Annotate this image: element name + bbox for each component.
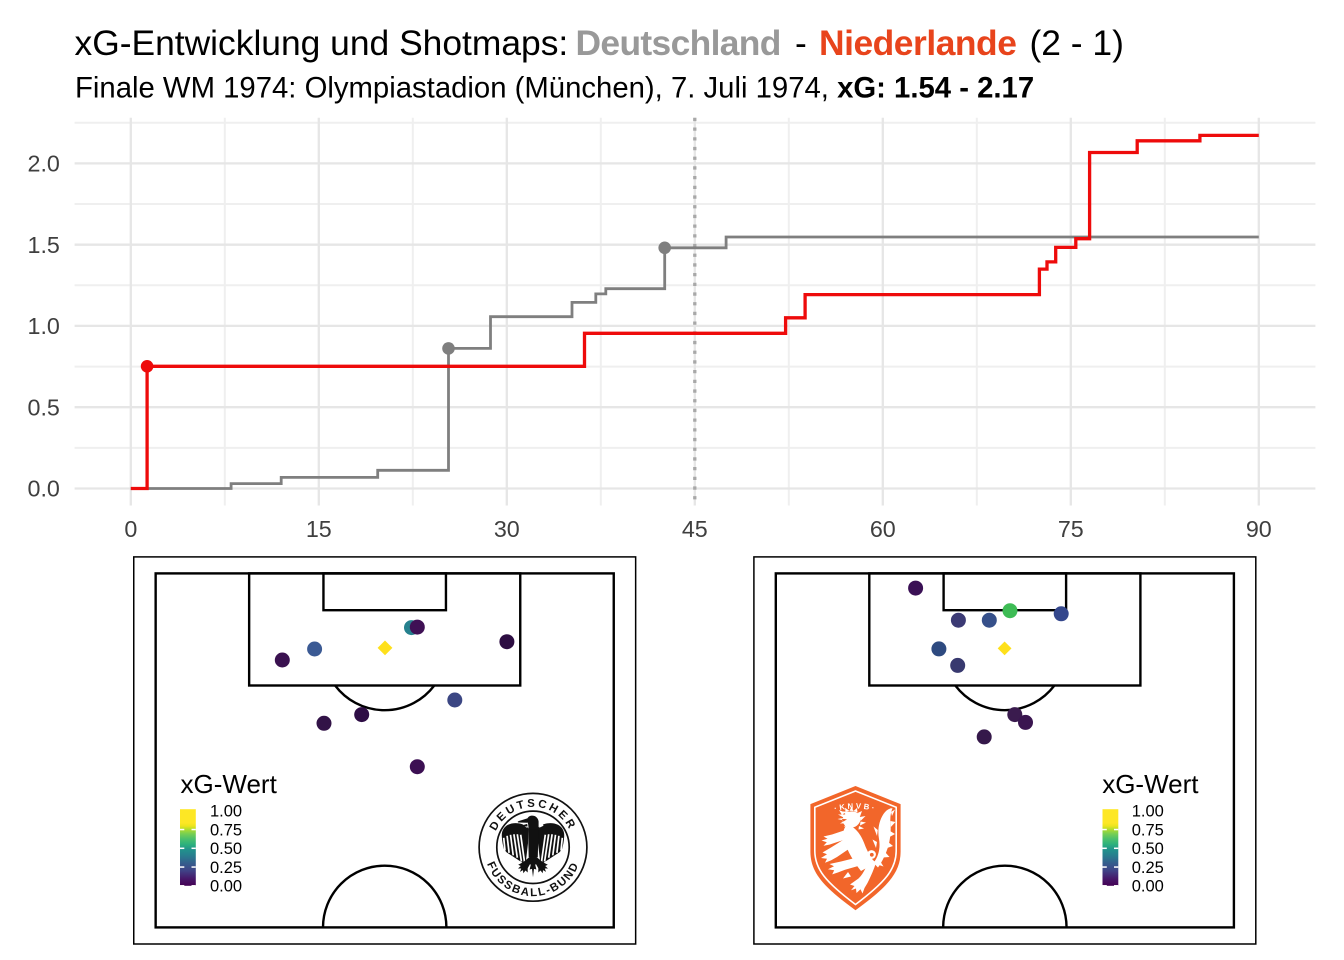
svg-text:Niederlande: Niederlande <box>819 23 1016 63</box>
svg-text:1.0: 1.0 <box>28 313 60 339</box>
svg-text:1.5: 1.5 <box>28 232 60 258</box>
svg-text:0.75: 0.75 <box>1132 821 1164 839</box>
svg-text:(2 - 1): (2 - 1) <box>1030 23 1124 63</box>
svg-text:0.25: 0.25 <box>1132 859 1164 877</box>
svg-text:·KNVB·: ·KNVB· <box>833 802 877 814</box>
svg-text:1.00: 1.00 <box>1132 803 1164 821</box>
svg-text:0.75: 0.75 <box>210 821 242 839</box>
svg-text:30: 30 <box>494 516 520 542</box>
svg-text:2.0: 2.0 <box>28 151 60 177</box>
svg-text:15: 15 <box>306 516 332 542</box>
svg-text:1.00: 1.00 <box>210 803 242 821</box>
svg-text:0.50: 0.50 <box>1132 840 1164 858</box>
svg-text:90: 90 <box>1246 516 1272 542</box>
svg-text:0.0: 0.0 <box>28 476 60 502</box>
svg-text:60: 60 <box>870 516 896 542</box>
svg-text:-: - <box>795 23 807 63</box>
svg-text:xG-Wert: xG-Wert <box>181 769 278 799</box>
svg-text:0.5: 0.5 <box>28 394 60 420</box>
svg-text:Finale WM 1974: Olympiastadion: Finale WM 1974: Olympiastadion (München)… <box>75 71 1034 104</box>
svg-text:45: 45 <box>682 516 708 542</box>
svg-text:0: 0 <box>124 516 137 542</box>
svg-text:0.00: 0.00 <box>210 878 242 896</box>
svg-text:0.00: 0.00 <box>1132 878 1164 896</box>
svg-text:75: 75 <box>1058 516 1084 542</box>
svg-text:Deutschland: Deutschland <box>576 23 781 63</box>
svg-text:xG-Entwicklung und Shotmaps:: xG-Entwicklung und Shotmaps: <box>75 23 569 63</box>
svg-text:0.25: 0.25 <box>210 859 242 877</box>
svg-text:0.50: 0.50 <box>210 840 242 858</box>
svg-text:xG-Wert: xG-Wert <box>1102 769 1199 799</box>
